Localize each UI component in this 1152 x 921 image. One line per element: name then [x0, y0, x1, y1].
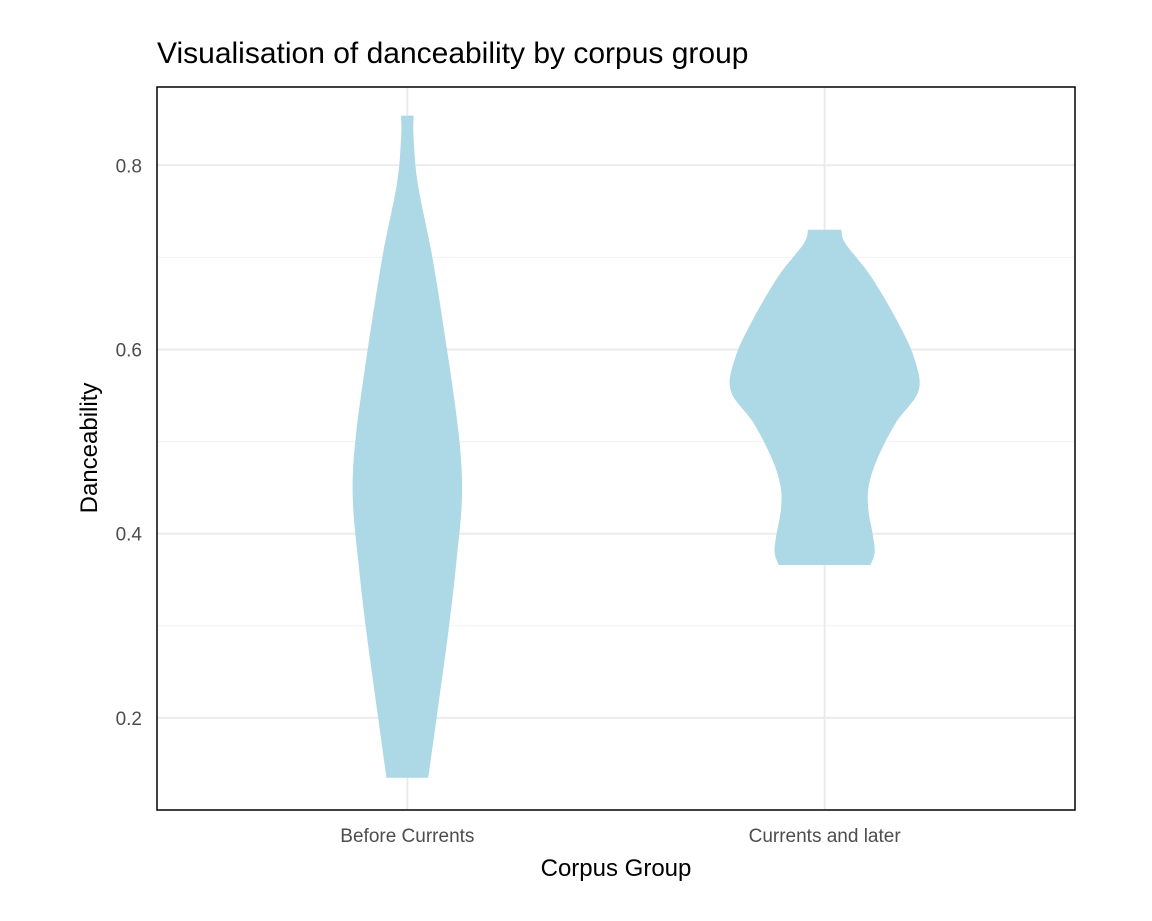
violins [352, 115, 920, 778]
x-axis-title: Corpus Group [541, 855, 692, 882]
y-tick-label: 0.4 [116, 525, 143, 546]
violin-1 [729, 229, 920, 566]
y-axis-ticks: 0.2 0.4 0.6 0.8 [116, 156, 143, 730]
x-tick-label: Before Currents [340, 826, 474, 847]
grid-lines [157, 87, 1075, 811]
y-tick-label: 0.2 [116, 709, 142, 730]
y-tick-label: 0.8 [116, 156, 142, 177]
x-axis-ticks: Before Currents Currents and later [340, 826, 901, 847]
plot-panel-border [156, 86, 1076, 811]
y-tick-label: 0.6 [116, 340, 142, 361]
chart-title: Visualisation of danceability by corpus … [157, 37, 748, 70]
violin-0 [352, 115, 463, 778]
y-axis-title: Danceability [76, 383, 103, 514]
x-tick-label: Currents and later [749, 826, 902, 847]
